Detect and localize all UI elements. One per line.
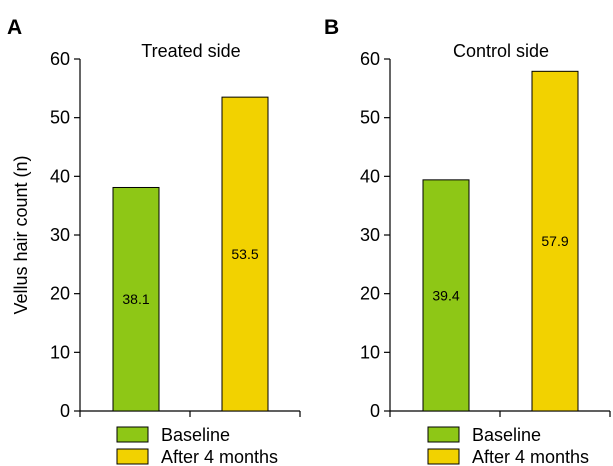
panel-a-legend-label: Baseline	[161, 425, 230, 445]
panel-b-y-tick-label: 60	[360, 49, 380, 69]
panel-a-legend-swatch	[116, 426, 149, 443]
panel-b-legend-swatch	[427, 448, 460, 465]
panel-b-y-tick-label: 0	[370, 401, 380, 421]
panel-b-bar-baseline	[422, 179, 470, 412]
panel-a-y-tick-label: 60	[50, 49, 70, 69]
panel-a-legend-swatch	[116, 448, 149, 465]
panel-a-y-axis-label: Vellus hair count (n)	[11, 155, 31, 314]
panel-b-data-label: 39.4	[432, 287, 459, 303]
panel-a-y-tick-label: 50	[50, 108, 70, 128]
panel-a-y-tick-label: 30	[50, 225, 70, 245]
panel-a-data-label: 38.1	[122, 291, 149, 307]
panel-a-y-tick-label: 40	[50, 166, 70, 186]
panel-b-y-tick-label: 20	[360, 284, 380, 304]
panel-a-title: Treated side	[141, 41, 240, 61]
panel-a-letter: A	[7, 16, 22, 39]
panel-a-data-label: 53.5	[231, 246, 258, 262]
panel-a-bar-baseline	[112, 186, 160, 412]
panel-b-legend-label: After 4 months	[472, 447, 589, 466]
panel-b-bar-after-4-months	[531, 70, 579, 412]
panel-b-letter: B	[324, 16, 339, 39]
panel-a-y-tick-label: 20	[50, 284, 70, 304]
panel-b-title: Control side	[453, 41, 549, 61]
panel-b-legend-swatch	[427, 426, 460, 443]
panel-b-y-tick-label: 50	[360, 108, 380, 128]
panel-a-bar-after-4-months	[221, 96, 269, 412]
panel-a-legend-label: After 4 months	[161, 447, 278, 466]
panel-b-y-tick-label: 10	[360, 342, 380, 362]
panel-b-y-tick-label: 40	[360, 166, 380, 186]
panel-b-data-label: 57.9	[541, 233, 568, 249]
panel-a-y-tick-label: 10	[50, 342, 70, 362]
panel-b-y-tick-label: 30	[360, 225, 380, 245]
panel-a-y-tick-label: 0	[60, 401, 70, 421]
panel-b-legend-label: Baseline	[472, 425, 541, 445]
